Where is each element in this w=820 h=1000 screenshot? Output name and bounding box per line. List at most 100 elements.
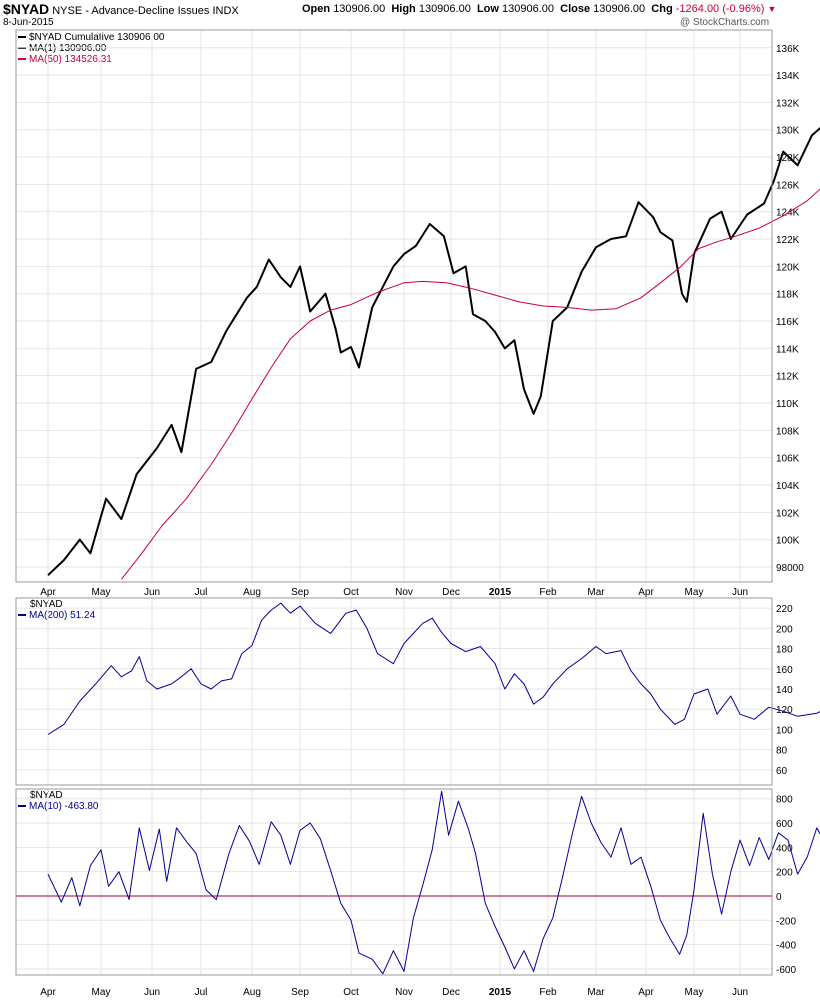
- symbol-description: NYSE - Advance-Decline Issues: [52, 5, 210, 17]
- high-value: 130906.00: [418, 3, 471, 15]
- series-line-ma-200-: [47, 602, 820, 735]
- x-tick-label: Dec: [442, 587, 460, 598]
- chg-label: Chg: [651, 3, 673, 15]
- series-line--nyad-cumulative: [47, 127, 820, 576]
- legend-swatch: [18, 58, 26, 61]
- x-tick-label: Aug: [243, 587, 261, 598]
- y-tick-label: 134K: [776, 71, 800, 82]
- x-tick-label: Oct: [343, 587, 359, 598]
- x-tick-label: 2015: [489, 987, 512, 998]
- x-tick-label: Mar: [587, 587, 605, 598]
- legend-ma50: MA(50) 134526.31: [18, 54, 112, 65]
- x-tick-label: Apr: [40, 987, 56, 998]
- y-tick-label: 120K: [776, 262, 800, 273]
- legend-swatch: [18, 614, 26, 617]
- date-label: 8-Jun-2015: [3, 17, 54, 28]
- y-tick-label: 110K: [776, 399, 799, 410]
- series-line-ma-10-: [47, 790, 820, 975]
- y-tick-label: 102K: [776, 508, 800, 519]
- y-tick-label: 100K: [776, 536, 800, 547]
- legend-swatch: [18, 36, 26, 39]
- series-line-ma-50-: [121, 188, 820, 580]
- watermark: @ StockCharts.com: [680, 17, 770, 28]
- x-tick-label: May: [92, 987, 111, 998]
- y-tick-label: 600: [776, 819, 793, 830]
- down-arrow-icon: ▼: [767, 4, 777, 14]
- x-tick-label: Sep: [291, 987, 309, 998]
- y-tick-label: 112K: [776, 372, 799, 383]
- symbol-title: $NYAD: [3, 1, 50, 17]
- legend-main-label: $NYAD Cumulative 130906.00: [29, 32, 165, 43]
- exchange-label: INDX: [212, 5, 239, 17]
- x-tick-label: May: [92, 587, 111, 598]
- panel-border: [15, 788, 773, 976]
- x-tick-label: Mar: [587, 987, 605, 998]
- y-tick-label: 200: [776, 868, 793, 879]
- y-tick-label: 180: [776, 645, 793, 656]
- y-tick-label: 104K: [776, 481, 800, 492]
- panel-border: [15, 597, 773, 786]
- y-tick-label: 200: [776, 624, 793, 635]
- x-tick-label: Jun: [732, 987, 748, 998]
- header-row: $NYAD NYSE - Advance-Decline Issues INDX: [3, 1, 239, 17]
- x-tick-label: Nov: [395, 987, 413, 998]
- x-tick-label: Jul: [195, 587, 208, 598]
- chg-value: -1264.00 (-0.96%): [675, 3, 765, 15]
- y-tick-label: 100: [776, 725, 793, 736]
- x-tick-label: Jun: [144, 587, 160, 598]
- y-tick-label: 60: [776, 766, 788, 777]
- low-value: 130906.00: [502, 3, 555, 15]
- legend-p3-ma-label: MA(10) -463.80: [29, 801, 99, 812]
- x-tick-label: Aug: [243, 987, 261, 998]
- y-tick-label: 126K: [776, 180, 800, 191]
- y-tick-label: 98000: [776, 563, 804, 574]
- y-tick-label: 116K: [776, 317, 799, 328]
- ohlc-row: Open 130906.00 High 130906.00 Low 130906…: [302, 3, 776, 15]
- x-tick-label: Apr: [638, 587, 654, 598]
- x-tick-label: Dec: [442, 987, 460, 998]
- legend-ma1-label: MA(1) 130906.00: [29, 43, 107, 54]
- x-tick-label: Nov: [395, 587, 413, 598]
- y-tick-label: -600: [776, 965, 796, 976]
- x-tick-label: Oct: [343, 987, 359, 998]
- legend-p2-ma-label: MA(200) 51.24: [29, 610, 96, 621]
- y-tick-label: 132K: [776, 98, 800, 109]
- y-tick-label: 118K: [776, 290, 799, 301]
- close-label: Close: [560, 3, 591, 15]
- y-tick-label: 0: [776, 892, 782, 903]
- legend-main: $NYAD Cumulative 130906.00: [18, 32, 164, 43]
- high-label: High: [391, 3, 416, 15]
- y-tick-label: 140: [776, 685, 793, 696]
- y-tick-label: -200: [776, 916, 796, 927]
- y-tick-label: 106K: [776, 454, 800, 465]
- legend-p3-ma: MA(10) -463.80: [18, 801, 98, 812]
- open-value: 130906.00: [333, 3, 386, 15]
- y-tick-label: 80: [776, 746, 788, 757]
- x-tick-label: Jun: [732, 587, 748, 598]
- x-tick-label: Sep: [291, 587, 309, 598]
- y-tick-label: 400: [776, 843, 793, 854]
- legend-p2-ma: MA(200) 51.24: [18, 610, 95, 621]
- x-tick-label: May: [685, 987, 704, 998]
- x-tick-label: Apr: [638, 987, 654, 998]
- x-tick-label: Feb: [539, 587, 557, 598]
- x-tick-label: Jul: [195, 987, 208, 998]
- y-tick-label: 136K: [776, 44, 800, 55]
- legend-swatch: [18, 47, 26, 50]
- low-label: Low: [476, 3, 499, 15]
- y-tick-label: 160: [776, 665, 793, 676]
- y-tick-label: 130K: [776, 126, 800, 137]
- close-value: 130906.00: [593, 3, 646, 15]
- legend-ma50-label: MA(50) 134526.31: [29, 54, 112, 65]
- y-tick-label: 220: [776, 604, 793, 615]
- y-tick-label: 108K: [776, 426, 800, 437]
- x-tick-label: 2015: [489, 587, 512, 598]
- y-tick-label: 128K: [776, 153, 800, 164]
- x-tick-label: Apr: [40, 587, 56, 598]
- legend-ma1: MA(1) 130906.00: [18, 43, 106, 54]
- panel-border: [15, 29, 773, 583]
- open-label: Open: [302, 3, 331, 15]
- y-tick-label: 120: [776, 705, 793, 716]
- y-tick-label: -400: [776, 941, 796, 952]
